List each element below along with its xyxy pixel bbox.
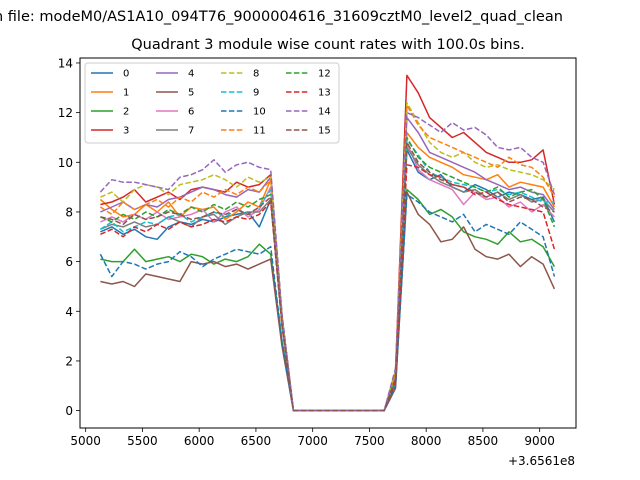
legend-label-10: 10 xyxy=(253,107,266,118)
x-tick-label: 6500 xyxy=(241,434,272,448)
x-tick-label: 8500 xyxy=(468,434,499,448)
y-tick-label: 0 xyxy=(65,404,73,418)
x-tick-label: 8000 xyxy=(411,434,442,448)
y-tick-label: 14 xyxy=(58,56,73,70)
series-line-14 xyxy=(99,111,556,412)
legend-label-7: 7 xyxy=(188,126,194,137)
legend-label-3: 3 xyxy=(123,126,129,137)
legend-label-14: 14 xyxy=(318,107,331,118)
plot-area xyxy=(99,74,556,412)
legend-label-0: 0 xyxy=(123,69,129,80)
legend-label-6: 6 xyxy=(188,107,194,118)
y-tick-label: 6 xyxy=(65,255,73,269)
axes-frame xyxy=(79,57,577,429)
x-tick-label: 6000 xyxy=(184,434,215,448)
legend-label-11: 11 xyxy=(253,126,266,137)
chart-title: Quadrant 3 module wise count rates with … xyxy=(131,37,525,53)
y-tick-label: 10 xyxy=(58,156,73,170)
x-tick-label: 5000 xyxy=(70,434,101,448)
x-tick-label: 5500 xyxy=(127,434,158,448)
axis-ticks: 5000 5500 6000 6500 7000 7500 8000 8500 9000 0 2 4 6… xyxy=(58,56,555,448)
legend-label-15: 15 xyxy=(318,126,331,137)
figure-suptitle: n file: modeM0/AS1A10_094T76_9000004616_… xyxy=(0,9,563,25)
x-tick-label: 7500 xyxy=(354,434,385,448)
legend-label-1: 1 xyxy=(123,88,129,99)
series-line-11 xyxy=(99,104,556,412)
y-tick-label: 8 xyxy=(65,205,73,219)
legend-box xyxy=(84,62,340,144)
x-tick-label: 7000 xyxy=(297,434,328,448)
x-offset-text: +3.6561e8 xyxy=(508,454,575,468)
series-line-15 xyxy=(100,141,555,412)
legend-label-2: 2 xyxy=(123,107,129,118)
legend-label-4: 4 xyxy=(188,69,194,80)
y-tick-label: 2 xyxy=(65,354,73,368)
legend-label-13: 13 xyxy=(318,88,331,99)
legend-label-5: 5 xyxy=(188,88,194,99)
series-line-10 xyxy=(99,193,556,412)
y-tick-label: 4 xyxy=(65,305,73,319)
legend-label-8: 8 xyxy=(253,69,259,80)
legend-label-12: 12 xyxy=(318,69,331,80)
y-tick-label: 12 xyxy=(58,106,73,120)
x-tick-label: 9000 xyxy=(524,434,555,448)
legend-label-9: 9 xyxy=(253,88,259,99)
